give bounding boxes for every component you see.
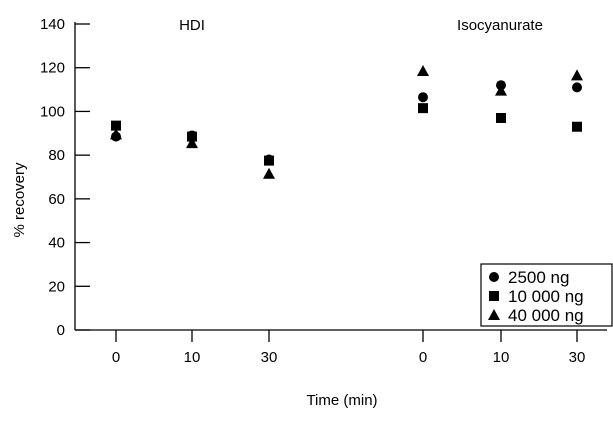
- y-tick-label: 0: [57, 322, 65, 339]
- axes: [74, 22, 607, 342]
- triangle-data-point: [186, 137, 198, 149]
- x-tick-label: 10: [493, 349, 510, 366]
- y-tick-label: 60: [48, 191, 65, 208]
- y-tick-label: 40: [48, 235, 65, 252]
- data-points: [110, 64, 583, 179]
- x-tick-label: 0: [419, 349, 427, 366]
- legend-circle-icon: [489, 272, 499, 282]
- circle-data-point: [572, 82, 582, 93]
- tick-labels: 0 20 40 60 80 100 120 140 0 10 30 0 10 30: [40, 16, 585, 366]
- legend-entry-label: 40 000 ng: [508, 306, 584, 325]
- group-label: Isocyanurate: [457, 17, 543, 34]
- legend-triangle-icon: [488, 309, 500, 320]
- circle-data-point: [418, 92, 428, 103]
- y-tick-label: 20: [48, 278, 65, 295]
- square-data-point: [418, 103, 428, 114]
- y-tick-label: 100: [40, 103, 65, 120]
- x-tick-label: 30: [261, 349, 278, 366]
- square-data-point: [111, 120, 121, 131]
- triangle-data-point: [110, 128, 122, 140]
- y-axis-title: % recovery: [11, 162, 28, 238]
- y-tick-label: 140: [40, 16, 65, 33]
- x-tick-label: 30: [569, 349, 586, 366]
- y-tick-label: 80: [48, 147, 65, 164]
- triangle-data-point: [417, 64, 429, 76]
- x-tick-label: 0: [112, 349, 120, 366]
- group-label: HDI: [179, 17, 205, 34]
- legend-entry-label: 10 000 ng: [508, 287, 584, 306]
- legend-square-icon: [489, 291, 499, 301]
- square-data-point: [572, 121, 582, 132]
- legend-box: [480, 263, 613, 327]
- triangle-data-point: [495, 84, 507, 96]
- y-tick-label: 120: [40, 60, 65, 77]
- x-axis-title: Time (min): [306, 392, 377, 409]
- square-data-point: [187, 131, 197, 142]
- group-labels: HDI Isocyanurate: [179, 17, 543, 34]
- legend-entry-label: 2500 ng: [508, 268, 569, 287]
- square-data-point: [264, 155, 274, 166]
- square-data-point: [496, 112, 506, 123]
- x-tick-label: 10: [184, 349, 201, 366]
- triangle-data-point: [571, 69, 583, 81]
- triangle-data-point: [263, 167, 275, 179]
